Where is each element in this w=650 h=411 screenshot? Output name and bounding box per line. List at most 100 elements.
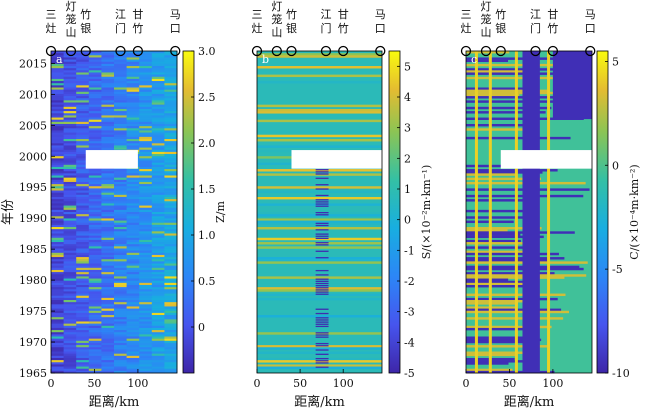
heatmap-cell <box>88 269 102 273</box>
heatmap-cell <box>88 280 102 284</box>
heatmap-cell <box>63 362 77 365</box>
heatmap-cell <box>126 222 140 226</box>
heatmap-cell <box>139 265 153 269</box>
heatmap-cell <box>114 117 128 120</box>
heatmap-cell <box>466 302 518 305</box>
heatmap-cell <box>51 265 65 269</box>
heatmap-cell <box>51 85 65 88</box>
heatmap-cell <box>76 87 90 90</box>
heatmap-cell <box>114 257 128 260</box>
heatmap-cell <box>51 300 65 303</box>
heatmap-cell <box>114 351 128 354</box>
heatmap-cell <box>151 291 165 294</box>
heatmap-cell <box>114 83 128 86</box>
heatmap-cell <box>101 332 115 335</box>
y-tick-label: 1990 <box>19 212 47 225</box>
heatmap-cell <box>88 302 102 305</box>
heatmap-cell <box>315 199 329 201</box>
heatmap-cell <box>151 66 165 69</box>
heatmap-cell <box>466 272 555 275</box>
heatmap-cell <box>126 143 140 146</box>
heatmap-cell <box>139 212 153 215</box>
station-marker <box>480 45 492 57</box>
heatmap-cell <box>51 91 65 95</box>
heatmap-cell <box>101 282 115 286</box>
heatmap-cell <box>151 147 165 151</box>
heatmap-cell <box>63 177 77 181</box>
heatmap-cell <box>164 265 178 269</box>
heatmap-cell <box>114 190 128 193</box>
heatmap-cell <box>101 315 115 318</box>
heatmap-cell <box>63 132 77 136</box>
heatmap-cell <box>51 295 65 299</box>
heatmap-cell <box>114 248 128 251</box>
heatmap-cell <box>466 229 508 232</box>
heatmap-cell <box>101 342 115 346</box>
heatmap-cell <box>76 196 90 200</box>
heatmap-cell <box>76 132 90 136</box>
heatmap-cell <box>139 280 153 284</box>
heatmap-cell <box>63 156 77 159</box>
station-marker <box>286 45 297 57</box>
heatmap-cell <box>466 169 558 172</box>
heatmap-cell <box>126 259 140 262</box>
heatmap-cell <box>164 308 178 312</box>
heatmap-cell <box>126 330 140 333</box>
heatmap-cell <box>63 184 77 187</box>
heatmap-cell <box>126 327 140 331</box>
x-axis-label: 距离/km <box>504 394 555 410</box>
heatmap-cell <box>126 254 140 258</box>
heatmap-cell <box>51 59 65 63</box>
heatmap-cell <box>88 325 102 329</box>
heatmap-cell <box>151 351 165 354</box>
heatmap-cell <box>315 224 329 227</box>
heatmap-cell <box>63 300 77 303</box>
heatmap-cell <box>63 61 77 65</box>
heatmap-cell <box>164 74 178 78</box>
heatmap-cell <box>139 158 153 161</box>
station-name: 灯 <box>480 0 491 13</box>
heatmap-cell <box>315 360 329 362</box>
heatmap-cell <box>63 340 77 344</box>
plot-frame <box>465 50 593 374</box>
heatmap-cell <box>76 310 90 314</box>
heatmap-cell <box>164 181 178 185</box>
heatmap-cell <box>126 312 140 316</box>
heatmap-cell <box>76 108 90 112</box>
heatmap-cell <box>164 201 178 204</box>
heatmap-cell <box>63 274 77 277</box>
heatmap-cell <box>76 81 90 84</box>
heatmap-cell <box>63 164 77 168</box>
heatmap-cell <box>63 278 77 281</box>
heatmap-cell <box>164 70 178 73</box>
heatmap-cell <box>114 177 128 181</box>
heatmap-cell <box>114 53 128 56</box>
heatmap-cell <box>76 214 90 217</box>
heatmap-cell <box>101 93 115 97</box>
heatmap-cell <box>126 175 140 178</box>
heatmap-cell <box>101 220 115 224</box>
station-name: 马 <box>170 8 181 21</box>
heatmap-cell <box>88 72 102 75</box>
heatmap-cell <box>126 300 140 303</box>
heatmap-cell <box>88 87 102 90</box>
heatmap-cell <box>126 61 140 65</box>
heatmap-cell <box>101 76 115 80</box>
heatmap-cell <box>114 355 128 359</box>
heatmap-cell <box>101 229 115 232</box>
heatmap-cell <box>76 222 90 226</box>
heatmap-cell <box>51 121 65 125</box>
heatmap-cell <box>139 282 153 286</box>
heatmap-cell <box>126 59 140 63</box>
heatmap-cell <box>51 336 65 339</box>
heatmap-cell <box>88 370 102 374</box>
heatmap-cell <box>114 119 128 123</box>
heatmap-cell <box>164 231 178 234</box>
heatmap-cell <box>51 117 65 120</box>
heatmap-cell <box>126 106 140 110</box>
heatmap-cell <box>88 368 102 372</box>
colorbar-tick-label: 0 <box>198 321 205 334</box>
heatmap-cell <box>88 330 102 333</box>
heatmap-cell <box>315 291 329 293</box>
